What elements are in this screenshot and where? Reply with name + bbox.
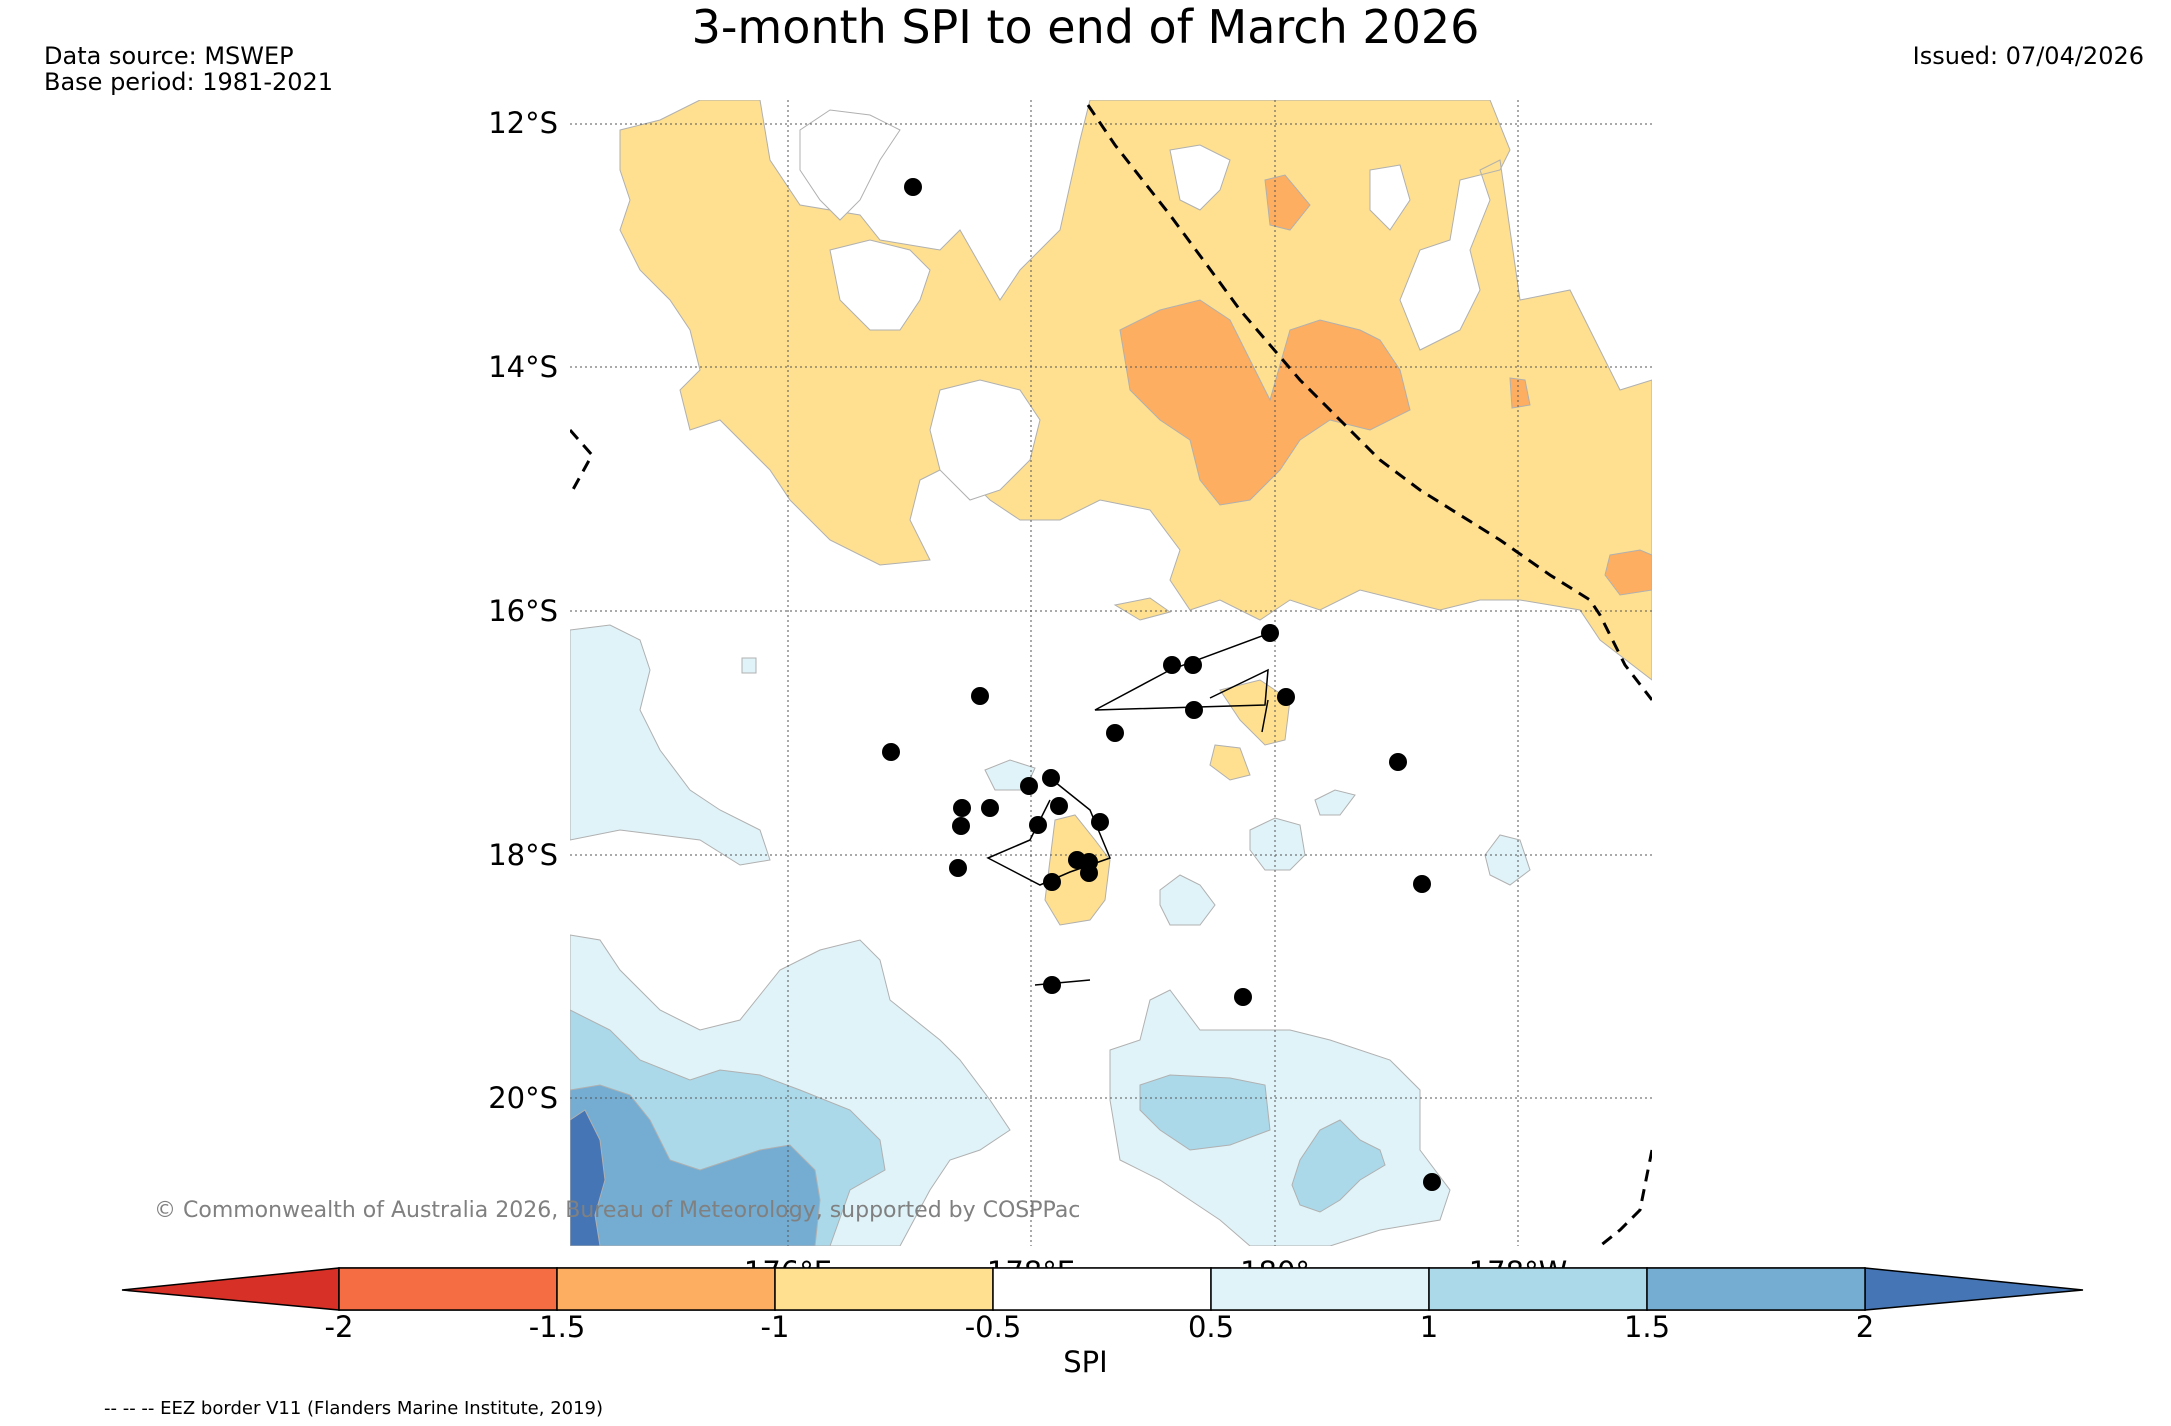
spi-region-moderately-dry bbox=[1119, 299, 1411, 506]
spi-region-very-wet bbox=[570, 1109, 606, 1246]
colorbar-tick: 0.5 bbox=[1187, 1310, 1235, 1344]
colorbar-tick: -1.5 bbox=[528, 1310, 586, 1344]
colorbar-tick: 2 bbox=[1855, 1310, 1875, 1344]
copyright-text: © Commonwealth of Australia 2026, Bureau… bbox=[154, 1198, 1081, 1223]
lon-label-176e: 176°E bbox=[743, 1255, 833, 1289]
issued-date-label: Issued: 07/04/2026 bbox=[1912, 42, 2144, 70]
colorbar-title: SPI bbox=[1063, 1345, 1108, 1379]
lon-label-178e: 178°E bbox=[986, 1255, 1076, 1289]
spi-region-wet bbox=[570, 1084, 821, 1246]
lat-label-16s: 16°S bbox=[488, 594, 558, 628]
colorbar-tick: 1 bbox=[1419, 1310, 1439, 1344]
lon-label-180: 180° bbox=[1240, 1255, 1310, 1289]
spi-region-wet-southeast bbox=[1109, 989, 1451, 1246]
island-lines bbox=[986, 632, 1271, 986]
lat-label-12s: 12°S bbox=[488, 106, 558, 140]
colorbar-tick: -1 bbox=[760, 1310, 790, 1344]
eez-border bbox=[570, 104, 1652, 1246]
colorbar-tick: -0.5 bbox=[964, 1310, 1022, 1344]
station-dots bbox=[882, 178, 1441, 1191]
eez-legend-note: -- -- -- EEZ border V11 (Flanders Marine… bbox=[104, 1398, 604, 1419]
data-source-label: Data source: MSWEP bbox=[44, 42, 294, 70]
lon-label-178w: 178°W bbox=[1468, 1255, 1568, 1289]
gridlines bbox=[570, 100, 1652, 1246]
map-title: 3-month SPI to end of March 2026 bbox=[691, 0, 1480, 54]
colorbar-tick: -2 bbox=[324, 1310, 354, 1344]
colorbar-tick: 1.5 bbox=[1623, 1310, 1671, 1344]
lat-label-20s: 20°S bbox=[488, 1081, 558, 1115]
lat-label-18s: 18°S bbox=[488, 838, 558, 872]
base-period-label: Base period: 1981-2021 bbox=[44, 68, 334, 96]
spi-region-wet-west bbox=[570, 624, 771, 866]
lat-label-14s: 14°S bbox=[488, 350, 558, 384]
